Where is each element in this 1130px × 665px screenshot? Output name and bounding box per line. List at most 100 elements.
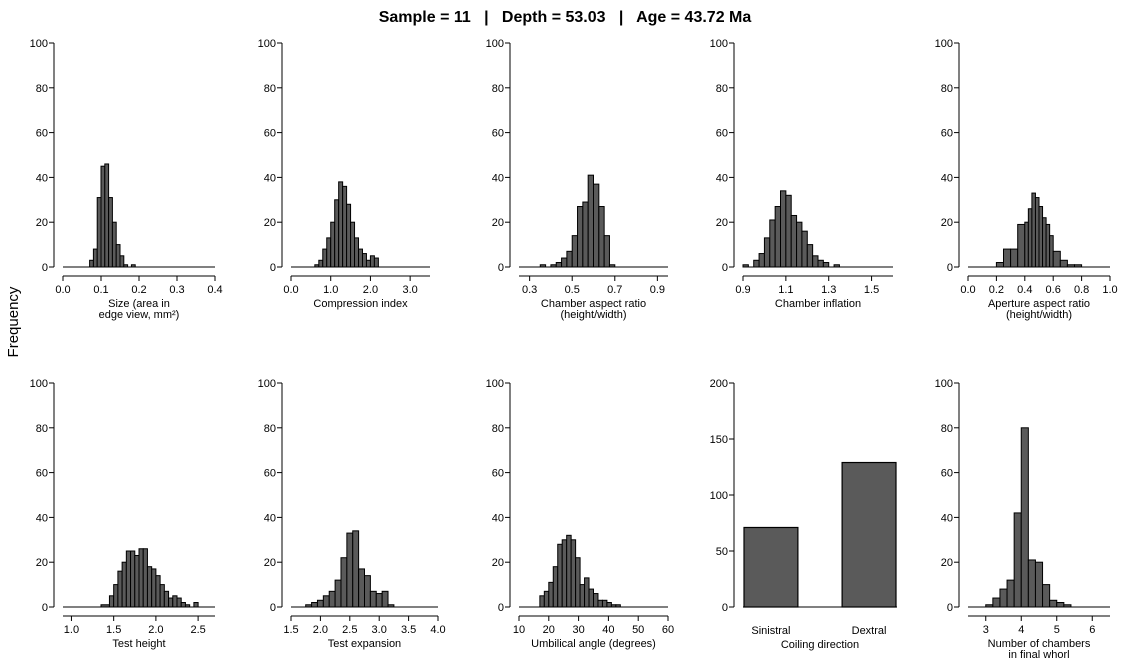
bar bbox=[305, 604, 313, 608]
bar bbox=[387, 604, 395, 608]
y-tick-label: 0 bbox=[498, 602, 504, 614]
bar bbox=[326, 237, 332, 268]
bar bbox=[1042, 217, 1047, 268]
bar bbox=[992, 597, 1001, 608]
bar bbox=[318, 259, 324, 268]
bar bbox=[113, 584, 119, 608]
bar bbox=[603, 235, 610, 268]
bar bbox=[358, 248, 363, 268]
y-tick-label: 20 bbox=[492, 217, 504, 229]
y-tick-label: 60 bbox=[36, 468, 48, 480]
bar bbox=[92, 248, 98, 268]
bar bbox=[1049, 235, 1054, 268]
x-tick-label: 60 bbox=[662, 624, 674, 636]
bar bbox=[330, 221, 336, 268]
bar bbox=[753, 259, 760, 268]
bar bbox=[352, 530, 360, 608]
bar bbox=[801, 230, 808, 268]
bar bbox=[168, 597, 174, 608]
bar bbox=[138, 548, 144, 608]
bar bbox=[548, 581, 554, 608]
y-tick-label: 100 bbox=[935, 378, 953, 390]
x-tick-label: 2.5 bbox=[342, 624, 357, 636]
y-tick-label: 60 bbox=[716, 128, 728, 140]
y-tick-label: 60 bbox=[264, 468, 276, 480]
x-axis-label: in final whorl bbox=[1008, 649, 1069, 661]
y-tick-label: 40 bbox=[264, 512, 276, 524]
x-tick-label: 2.0 bbox=[363, 284, 378, 296]
y-tick-label: 60 bbox=[492, 128, 504, 140]
x-tick-label: 3.5 bbox=[401, 624, 416, 636]
x-tick-label: 4 bbox=[1018, 624, 1024, 636]
bar bbox=[606, 602, 612, 608]
bar bbox=[769, 219, 776, 268]
x-category-label: Dextral bbox=[852, 625, 887, 637]
x-tick-label: 1.0 bbox=[323, 284, 338, 296]
bar bbox=[1010, 248, 1019, 268]
bar bbox=[598, 206, 605, 268]
bar bbox=[328, 590, 336, 608]
bar bbox=[552, 566, 559, 608]
y-tick-label: 100 bbox=[258, 38, 276, 50]
bar bbox=[1059, 259, 1068, 268]
bar bbox=[571, 235, 579, 268]
bar bbox=[822, 262, 830, 268]
y-tick-label: 40 bbox=[36, 172, 48, 184]
bar bbox=[375, 593, 383, 608]
bar bbox=[163, 590, 170, 608]
y-tick-label: 100 bbox=[30, 38, 48, 50]
bar bbox=[575, 557, 581, 608]
bar bbox=[593, 183, 600, 268]
bar bbox=[1020, 427, 1029, 608]
x-axis-label: Chamber inflation bbox=[775, 298, 861, 310]
bar bbox=[1034, 561, 1044, 608]
bar bbox=[1045, 223, 1051, 268]
y-tick-label: 60 bbox=[264, 128, 276, 140]
bar bbox=[146, 566, 153, 608]
histogram-panel: 0 20 40 60 80 100 0.0 1.0 2.0 3.0 Compression inde… bbox=[258, 38, 430, 310]
x-tick-label: 0.0 bbox=[960, 284, 975, 296]
histogram-panel: 0 20 40 60 80 100 1.0 1.5 2.0 2.5 Test height bbox=[30, 378, 215, 650]
bar bbox=[561, 257, 568, 268]
y-tick-label: 20 bbox=[264, 557, 276, 569]
y-tick-label: 80 bbox=[492, 83, 504, 95]
histogram-panel: 0 20 40 60 80 100 1.5 2.0 2.5 3.0 3.5 4.0 Test expan… bbox=[258, 378, 446, 650]
bar bbox=[742, 264, 749, 268]
bar bbox=[193, 602, 199, 608]
bar bbox=[774, 206, 782, 268]
bar bbox=[89, 259, 94, 268]
x-tick-label: 2.5 bbox=[190, 624, 205, 636]
y-tick-label: 40 bbox=[492, 172, 504, 184]
y-tick-label: 40 bbox=[716, 172, 728, 184]
bar bbox=[176, 597, 182, 608]
x-tick-label: 10 bbox=[513, 624, 525, 636]
x-tick-label: 3.0 bbox=[372, 624, 387, 636]
y-tick-label: 0 bbox=[270, 602, 276, 614]
y-tick-label: 0 bbox=[722, 262, 728, 274]
bar bbox=[346, 203, 352, 268]
bar bbox=[758, 253, 765, 268]
bar bbox=[108, 197, 113, 268]
x-tick-label: 1.1 bbox=[778, 284, 793, 296]
y-tick-label: 100 bbox=[258, 378, 276, 390]
x-axis-label: (height/width) bbox=[1006, 309, 1072, 321]
bar bbox=[361, 253, 367, 268]
y-tick-label: 20 bbox=[36, 557, 48, 569]
bar bbox=[130, 264, 136, 268]
x-axis-label: Test height bbox=[112, 638, 165, 650]
y-tick-label: 40 bbox=[264, 172, 276, 184]
x-tick-label: 0.9 bbox=[650, 284, 665, 296]
x-tick-label: 40 bbox=[602, 624, 614, 636]
y-tick-label: 20 bbox=[716, 217, 728, 229]
bar bbox=[570, 539, 577, 608]
y-tick-label: 40 bbox=[941, 172, 953, 184]
y-tick-label: 80 bbox=[264, 423, 276, 435]
bar bbox=[566, 250, 573, 268]
x-tick-label: 0.8 bbox=[1074, 284, 1089, 296]
bar bbox=[566, 534, 572, 608]
x-tick-label: 2.0 bbox=[313, 624, 328, 636]
x-axis-label: Size (area in bbox=[108, 298, 170, 310]
y-tick-label: 20 bbox=[36, 217, 48, 229]
